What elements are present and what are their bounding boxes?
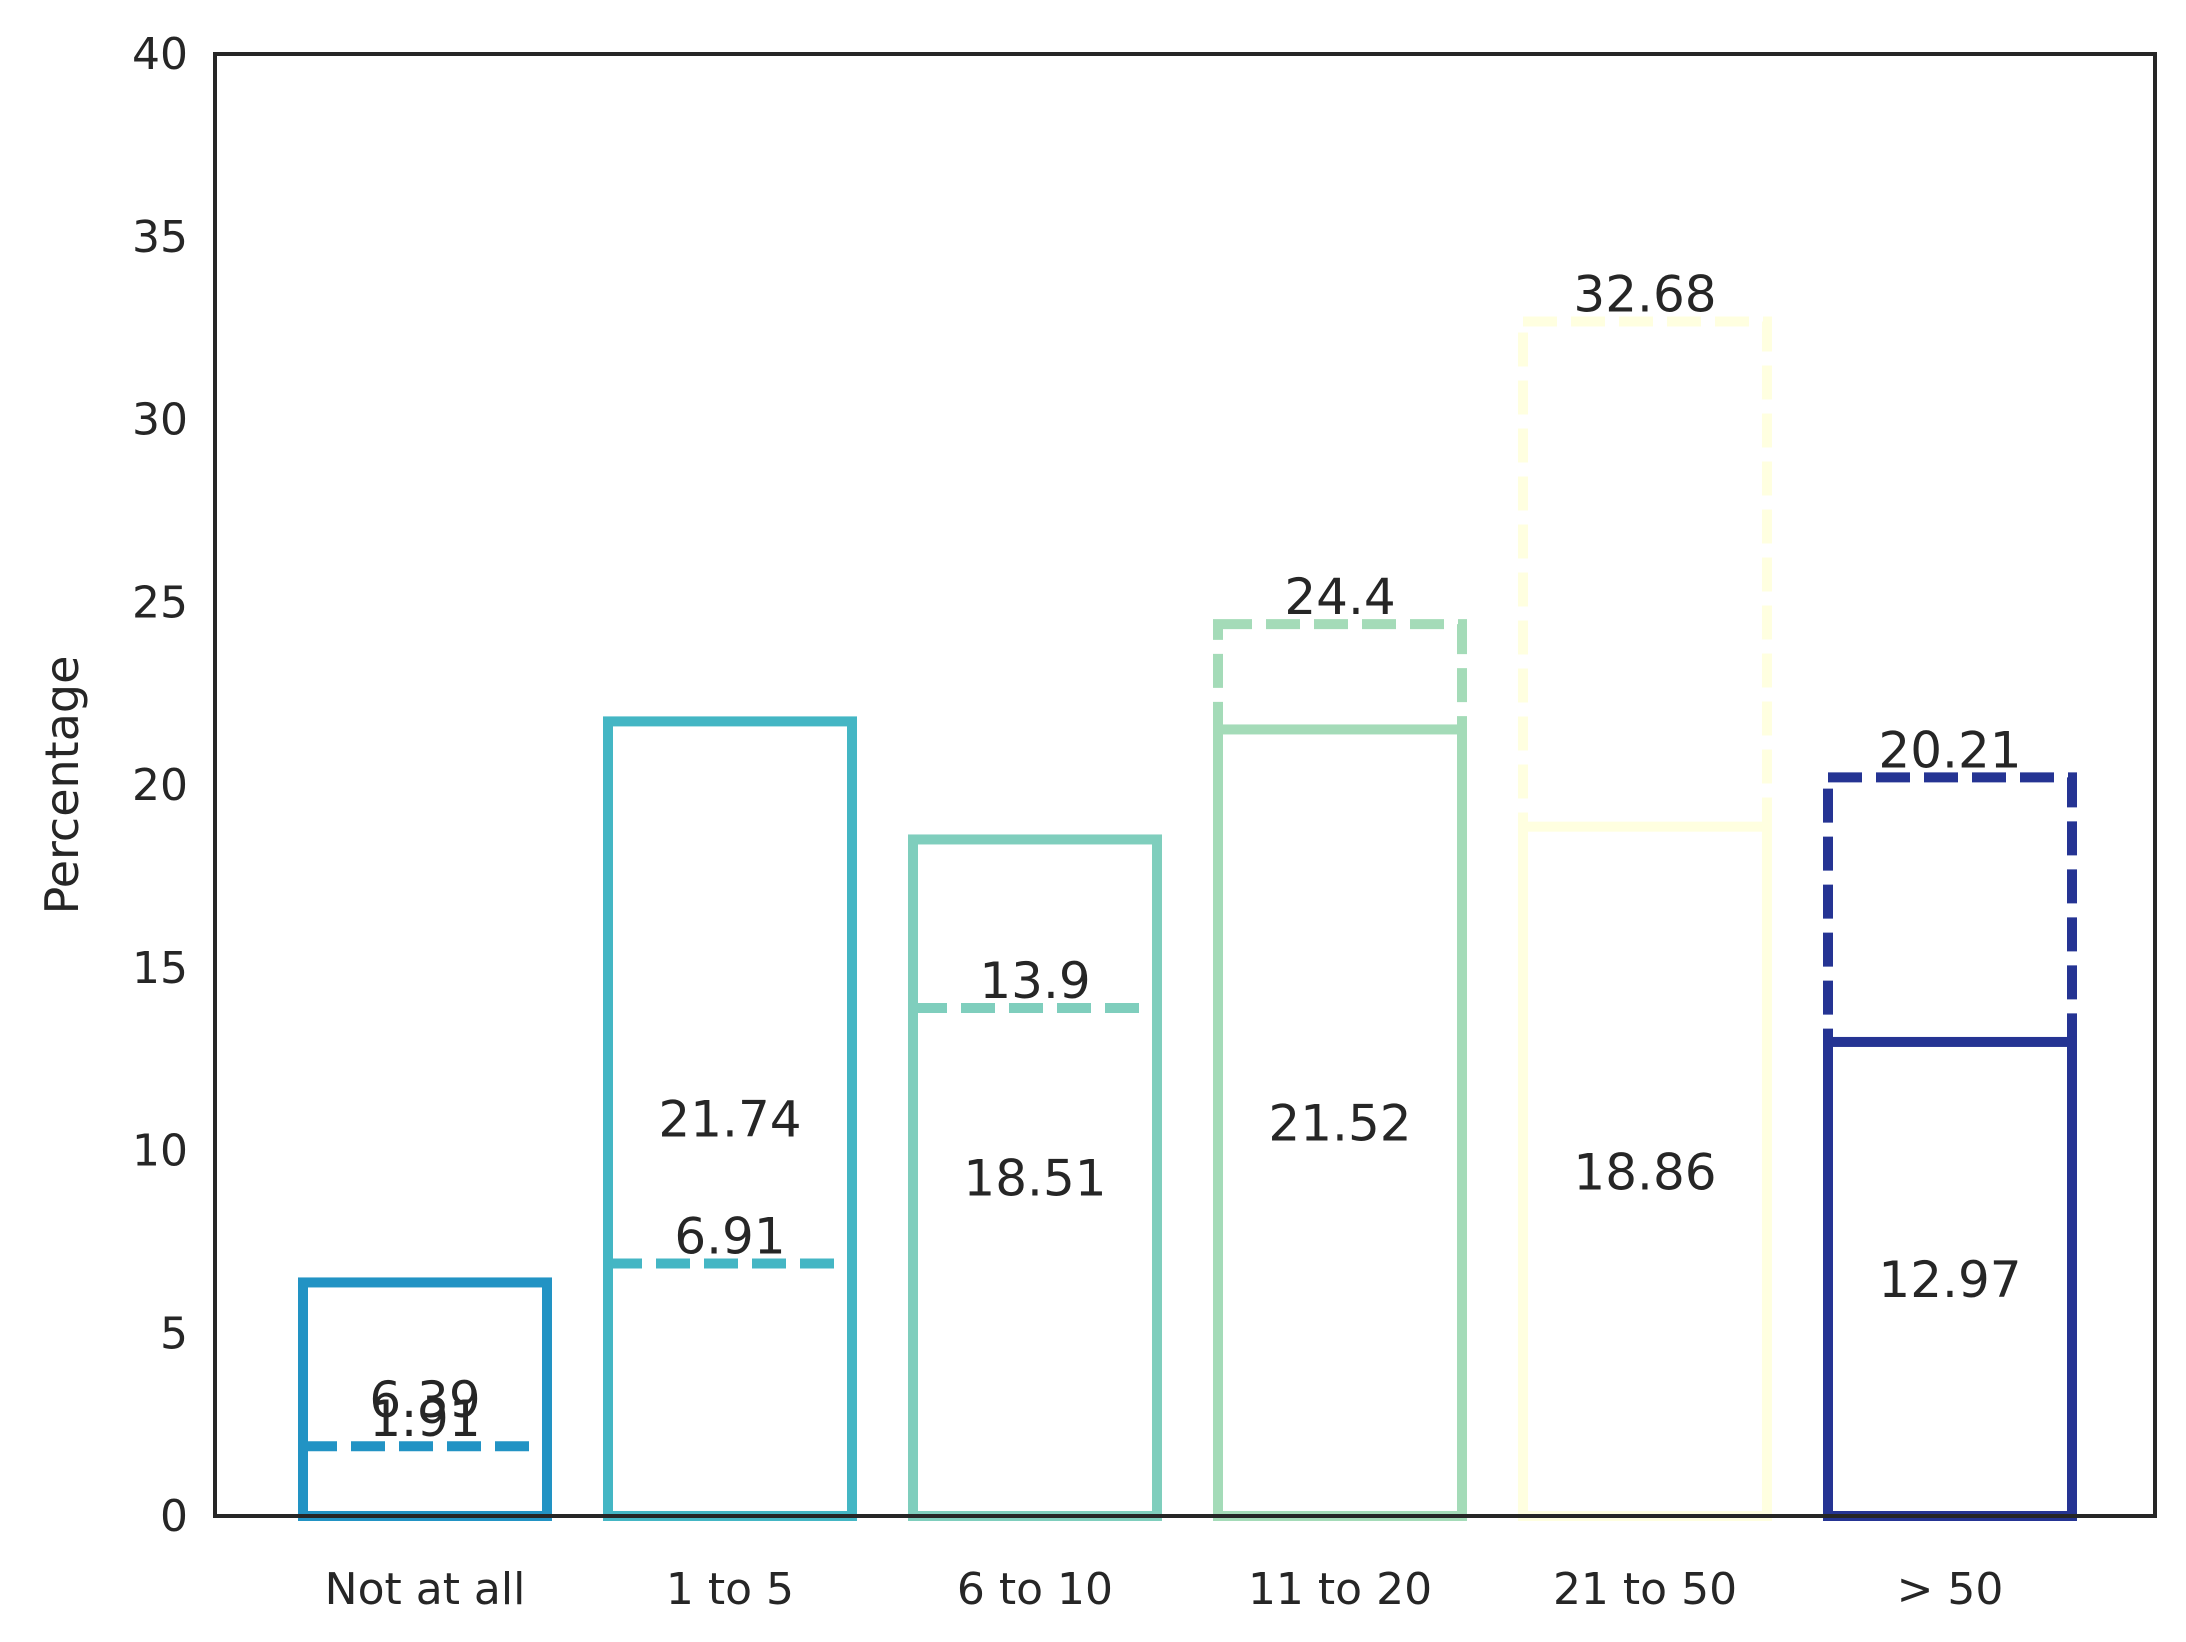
bar-dashed-11-to-20	[1213, 619, 1467, 1521]
y-axis-label: Percentage	[35, 656, 89, 915]
data-label-dashed-1-to-5: 6.91	[674, 1207, 785, 1265]
data-label-solid-6-to-10: 18.51	[963, 1150, 1106, 1208]
x-tick-label-11-to-20: 11 to 20	[1248, 1564, 1432, 1615]
data-label-dashed-21-to-50: 32.68	[1573, 266, 1716, 324]
y-tick-label-20: 20	[132, 760, 188, 811]
x-tick-label-50: > 50	[1897, 1564, 2004, 1615]
bar-dashed-not-at-all	[298, 1441, 552, 1521]
data-label-dashed-6-to-10: 13.9	[979, 952, 1090, 1010]
bars-layer	[298, 316, 2077, 1522]
data-label-dashed-not-at-all: 1.91	[369, 1390, 480, 1448]
data-labels-layer: 6.391.91 21.74 6.91 18.51 13.9 21.52 24.4 18.86…	[369, 266, 2021, 1449]
x-tick-label-1-to-5: 1 to 5	[666, 1564, 794, 1615]
data-label-dashed-50: 20.21	[1878, 721, 2021, 779]
data-label-dashed-11-to-20: 24.4	[1284, 568, 1395, 626]
bar-dashed-1-to-5	[603, 1258, 857, 1521]
y-tick-label-15: 15	[132, 943, 188, 994]
data-label-solid-50: 12.97	[1878, 1251, 2021, 1309]
bar-dashed-50	[1823, 772, 2077, 1521]
y-tick-label-35: 35	[132, 212, 188, 263]
y-tick-label-5: 5	[160, 1308, 188, 1359]
y-tick-label-0: 0	[160, 1491, 188, 1542]
bar-dashed-6-to-10	[908, 1002, 1162, 1522]
plot-frame	[213, 52, 2157, 1518]
x-tick-label-21-to-50: 21 to 50	[1553, 1564, 1737, 1615]
y-tick-label-10: 10	[132, 1126, 188, 1177]
data-label-solid-not-at-all: 6.39	[369, 1371, 480, 1429]
x-axis-ticks: Not at all 1 to 5 6 to 10 11 to 20 21 to 50 >…	[325, 1564, 2004, 1615]
x-tick-label-not-at-all: Not at all	[325, 1564, 526, 1615]
data-label-solid-11-to-20: 21.52	[1268, 1095, 1411, 1153]
y-tick-label-30: 30	[132, 395, 188, 446]
x-tick-label-6-to-10: 6 to 10	[957, 1564, 1113, 1615]
y-tick-label-25: 25	[132, 577, 188, 628]
data-label-solid-1-to-5: 21.74	[658, 1091, 801, 1149]
data-label-solid-21-to-50: 18.86	[1573, 1143, 1716, 1201]
y-tick-label-40: 40	[132, 29, 188, 80]
y-axis-ticks: 0 5 10 15 20 25 30 35 40	[132, 29, 188, 1542]
bar-dashed-21-to-50	[1518, 316, 1772, 1521]
